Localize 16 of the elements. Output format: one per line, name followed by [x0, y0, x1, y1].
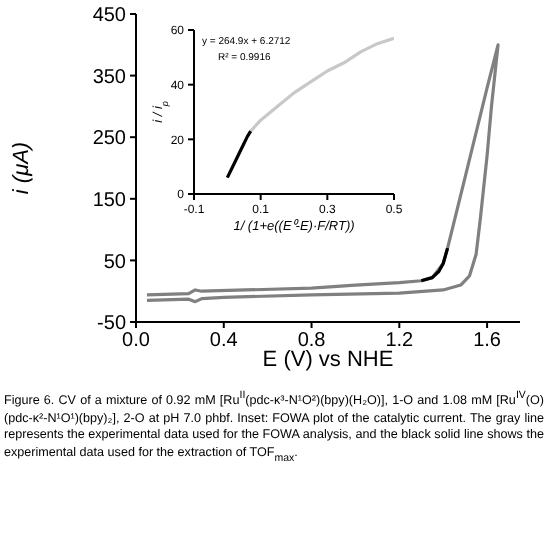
- y-tick-label: 250: [92, 128, 127, 151]
- x-tick-label: 1.6: [473, 330, 502, 353]
- x-tick-label: 0.4: [209, 330, 239, 353]
- y-tick-label: -50: [97, 313, 127, 336]
- x-tick-label: 1.2: [385, 330, 415, 353]
- x-tick-label: 0.8: [297, 330, 327, 353]
- line-series: [145, 43, 500, 304]
- y-axis-title: i (μA): [10, 141, 34, 195]
- y-tick-label: 50: [103, 251, 127, 274]
- x-axis-title: E (V) vs NHE: [262, 348, 394, 372]
- y-tick-label: 150: [92, 189, 127, 212]
- y-tick-label: 350: [92, 66, 127, 89]
- line-series: [225, 129, 253, 180]
- line-series: [419, 246, 450, 283]
- x-tick-label: 0.0: [122, 330, 151, 353]
- y-tick-label: 450: [92, 5, 127, 28]
